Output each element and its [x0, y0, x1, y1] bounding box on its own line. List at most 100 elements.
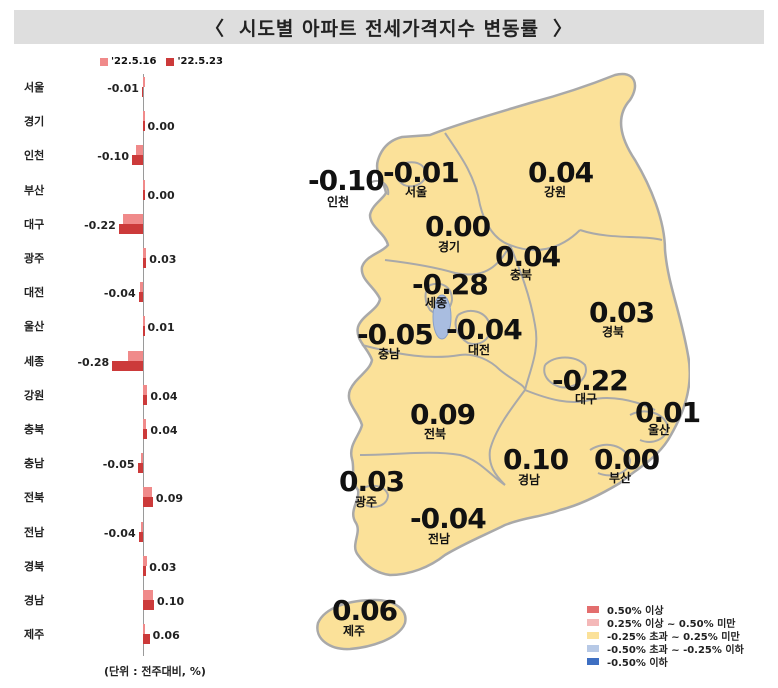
bar-row: 경남 0.10 — [0, 583, 300, 617]
category-label: 제주 — [24, 628, 45, 642]
bar-prev — [143, 248, 147, 258]
category-label: 인천 — [24, 149, 45, 163]
region-name: 광주 — [355, 495, 378, 509]
region-name: 경남 — [518, 473, 541, 487]
bar-prev — [143, 590, 153, 600]
bar-row: 전남 -0.04 — [0, 515, 300, 549]
bar-curr — [143, 326, 145, 337]
category-label: 충북 — [24, 423, 45, 436]
category-label: 전북 — [24, 491, 45, 505]
region-name: 인천 — [327, 195, 350, 209]
province-borders — [359, 132, 670, 508]
map-legend-swatch — [587, 658, 599, 665]
bar-zero-axis — [143, 74, 144, 656]
category-label: 광주 — [24, 252, 45, 265]
border-gwangju — [359, 484, 390, 508]
border-seoul — [395, 161, 428, 188]
region-name: 충남 — [378, 347, 401, 361]
bar-curr — [137, 463, 143, 474]
bar-prev — [143, 419, 147, 429]
map-legend-item: 0.25% 이상 ~ 0.50% 미만 — [587, 616, 744, 630]
region-name: 제주 — [343, 624, 366, 638]
region-value: -0.22 — [552, 364, 629, 397]
map-legend-item: -0.50% 초과 ~ -0.25% 이하 — [587, 642, 744, 656]
category-label: 울산 — [24, 320, 45, 334]
bar-curr — [138, 292, 143, 303]
region-name: 충북 — [510, 268, 533, 282]
bar-prev — [140, 453, 143, 464]
bar-curr — [138, 531, 143, 542]
category-label: 경남 — [24, 594, 45, 607]
border-incheon — [369, 179, 390, 196]
border-busan — [589, 443, 632, 477]
bar-row: 세종 -0.28 — [0, 344, 300, 378]
category-label: 경기 — [24, 115, 45, 129]
legend-label-curr: '22.5.23 — [177, 56, 223, 67]
region-value: -0.28 — [412, 268, 489, 301]
map-legend: 0.50% 이상 0.25% 이상 ~ 0.50% 미만 -0.25% 초과 ~ 0… — [587, 603, 744, 669]
data-label: -0.28 — [77, 355, 110, 369]
bar-curr — [112, 360, 143, 371]
map-legend-item: 0.50% 이상 — [587, 603, 744, 617]
title-right-bracket: 〉 — [553, 17, 574, 40]
map-legend-swatch — [587, 645, 599, 652]
data-label: -0.05 — [102, 458, 135, 472]
region-value: 0.06 — [332, 594, 398, 627]
bar-row: 경북 0.03 — [0, 549, 300, 583]
region-value: -0.10 — [308, 164, 385, 197]
region-value: 0.00 — [594, 443, 660, 476]
bar-row: 부산 0.00 — [0, 173, 300, 207]
region-name: 전북 — [424, 427, 447, 441]
bar-prev — [143, 384, 148, 395]
data-label: -0.10 — [97, 150, 129, 164]
legend-swatch-prev — [100, 57, 108, 66]
map-legend-swatch — [587, 606, 599, 613]
data-label: 0.00 — [147, 120, 175, 134]
border-chungbuk-north — [384, 229, 581, 276]
region-value: -0.01 — [383, 156, 460, 189]
bar-legend: '22.5.16 '22.5.23 — [100, 56, 223, 67]
bar-curr — [143, 429, 148, 439]
category-label: 경북 — [24, 559, 45, 573]
border-gangwon-south — [579, 229, 663, 241]
bar-prev — [136, 145, 143, 156]
category-label: 부산 — [24, 183, 45, 197]
region-name: 경북 — [602, 325, 625, 339]
legend-item-prev: '22.5.16 — [100, 56, 156, 67]
map-legend-label: -0.50% 이하 — [607, 658, 668, 669]
bar-prev — [143, 77, 145, 87]
data-label: -0.22 — [84, 218, 116, 232]
legend-label-prev: '22.5.16 — [111, 56, 157, 67]
region-value: 0.10 — [503, 443, 569, 476]
border-chungnam-jeonbuk — [361, 344, 526, 391]
bar-row: 충남 -0.05 — [0, 446, 300, 480]
chart-title: 시도별 아파트 전세가격지수 변동률 — [238, 17, 540, 40]
bar-curr — [143, 497, 153, 508]
region-name: 강원 — [544, 185, 567, 199]
bar-row: 전북 0.09 — [0, 480, 300, 514]
map-legend-swatch — [587, 619, 599, 626]
bar-prev — [140, 521, 143, 532]
bar-prev — [143, 624, 145, 635]
category-label: 강원 — [24, 388, 45, 402]
bar-prev — [143, 555, 148, 566]
data-label: 0.03 — [149, 560, 177, 574]
category-label: 충남 — [24, 457, 45, 471]
data-label: 0.00 — [147, 188, 175, 202]
data-label: 0.04 — [150, 424, 178, 437]
region-name: 대구 — [575, 392, 598, 406]
bar-row: 서울 -0.01 — [0, 70, 300, 104]
data-label: 0.04 — [150, 389, 178, 403]
map-legend-label: -0.25% 초과 ~ 0.25% 미만 — [607, 632, 740, 643]
data-label: -0.01 — [107, 82, 139, 95]
border-daejeon — [454, 309, 492, 345]
region-name: 부산 — [609, 471, 632, 485]
bar-row: 제주 0.06 — [0, 617, 300, 651]
category-label: 대구 — [24, 217, 45, 231]
region-name: 울산 — [648, 423, 671, 437]
bar-curr — [143, 565, 147, 576]
map-legend-item: -0.25% 초과 ~ 0.25% 미만 — [587, 629, 744, 643]
bar-curr — [143, 189, 145, 200]
legend-swatch-curr — [166, 57, 175, 66]
category-label: 대전 — [24, 286, 45, 300]
